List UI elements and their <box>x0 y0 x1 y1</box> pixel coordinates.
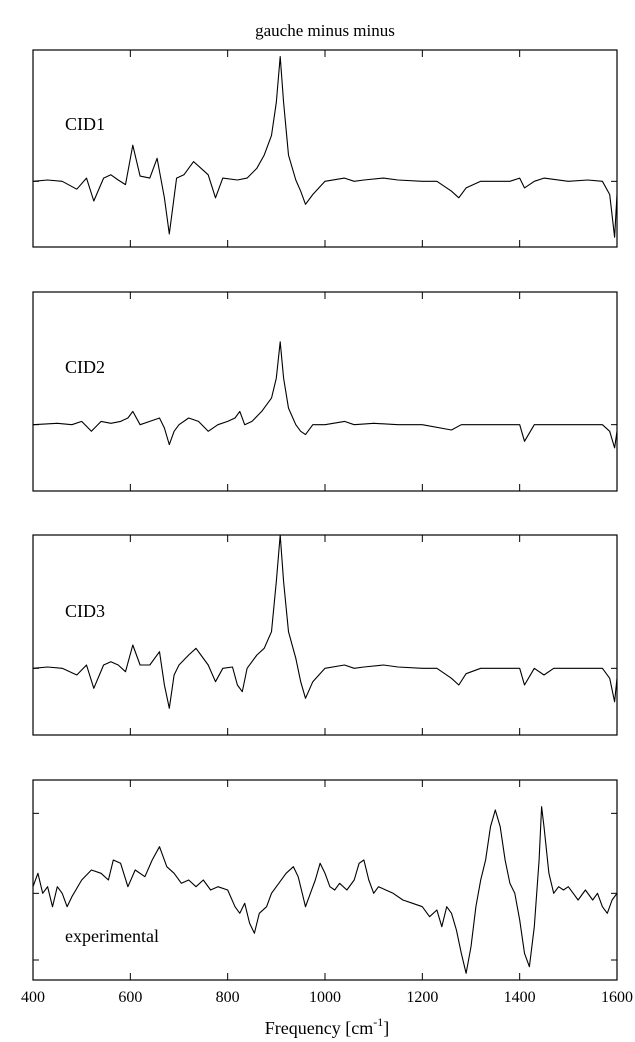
panel-frame <box>32 534 618 736</box>
series-line-3 <box>32 534 618 709</box>
x-axis-label-superscript: -1 <box>373 1015 383 1029</box>
series-line-1 <box>32 56 618 238</box>
panel-label: experimental <box>65 926 159 946</box>
x-tick-label: 1000 <box>309 989 341 1006</box>
panel-3: CID3 <box>32 534 618 736</box>
panel-label: CID2 <box>65 357 105 377</box>
panel-1: CID1 <box>32 49 618 248</box>
panel-label: CID1 <box>65 114 105 134</box>
x-tick-label: 800 <box>216 989 240 1006</box>
x-tick-label: 1600 <box>601 989 633 1006</box>
x-tick-label: 600 <box>118 989 142 1006</box>
panel-frame <box>32 779 618 981</box>
panel-4: experimental <box>32 779 618 981</box>
x-axis-label: Frequency [cm-1] <box>265 1015 389 1038</box>
panel-frame <box>32 291 618 492</box>
x-axis-label-end: ] <box>383 1018 389 1038</box>
panels-group: CID1 CID2 CID3 experimental <box>32 49 618 981</box>
x-tick-label: 1200 <box>406 989 438 1006</box>
chart-title: gauche minus minus <box>255 21 395 40</box>
panel-frame <box>32 49 618 248</box>
x-tick-label: 1400 <box>504 989 536 1006</box>
panel-2: CID2 <box>32 291 618 492</box>
series-line-2 <box>32 341 618 449</box>
x-tick-label: 400 <box>21 989 45 1006</box>
panel-label: CID3 <box>65 601 105 621</box>
x-tick-labels: 400 600 800 1000 1200 1400 1600 <box>21 989 633 1006</box>
series-line-4 <box>32 806 618 974</box>
x-axis-label-main: Frequency [cm <box>265 1018 373 1038</box>
